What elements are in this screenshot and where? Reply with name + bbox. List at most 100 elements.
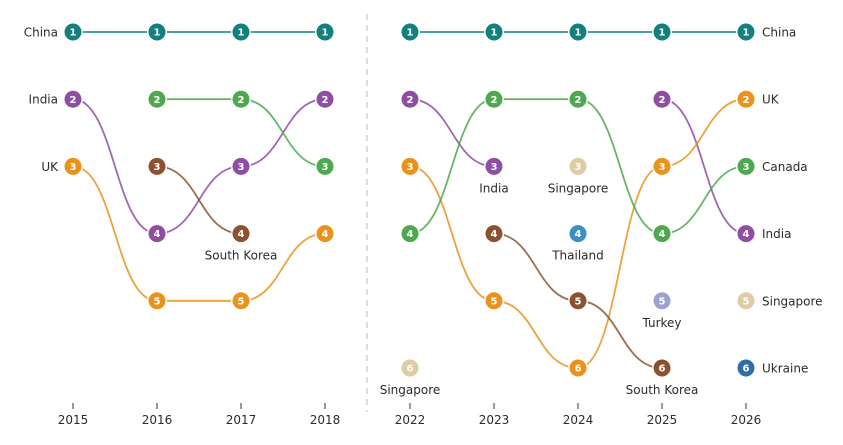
rank-marker-china: 1 — [400, 22, 420, 42]
svg-text:4: 4 — [743, 229, 750, 240]
series-line-uk — [409, 165, 495, 302]
x-tick-label: 2018 — [310, 413, 341, 427]
svg-text:2: 2 — [743, 95, 750, 106]
country-label-china: China — [762, 26, 796, 40]
series-line-canada — [409, 98, 495, 235]
rank-marker-canada: 4 — [400, 223, 420, 244]
x-tick-label: 2017 — [226, 413, 257, 427]
country-label-india: India — [762, 227, 791, 241]
svg-text:6: 6 — [743, 364, 750, 375]
rank-marker-china: 1 — [63, 22, 83, 42]
svg-text:4: 4 — [154, 229, 161, 240]
x-tick-label: 2015 — [58, 413, 89, 427]
svg-text:2: 2 — [238, 95, 245, 106]
svg-text:3: 3 — [743, 162, 750, 173]
svg-text:3: 3 — [659, 162, 666, 173]
rank-marker-turkey: 5 — [652, 290, 672, 311]
rank-marker-china: 1 — [231, 22, 251, 42]
rank-marker-canada: 3 — [736, 156, 756, 177]
country-label-ukraine: Ukraine — [762, 362, 808, 376]
rank-marker-china: 1 — [652, 22, 672, 42]
rank-marker-uk: 5 — [231, 290, 251, 311]
country-label-canada: Canada — [762, 160, 808, 174]
country-label-singapore: Singapore — [762, 294, 823, 308]
country-label-singapore: Singapore — [380, 383, 441, 397]
x-tick-label: 2016 — [142, 413, 173, 427]
rank-marker-canada: 2 — [568, 89, 588, 110]
country-label-singapore: Singapore — [548, 181, 609, 195]
svg-text:2: 2 — [407, 95, 414, 106]
svg-text:2: 2 — [70, 95, 77, 106]
series-line-uk — [661, 98, 747, 168]
svg-text:3: 3 — [491, 162, 498, 173]
svg-text:1: 1 — [659, 28, 666, 39]
series-line-south-korea — [493, 232, 579, 302]
rank-marker-uk: 5 — [484, 290, 504, 311]
svg-text:1: 1 — [491, 28, 498, 39]
country-label-south-korea: South Korea — [205, 249, 278, 263]
rank-marker-canada: 4 — [652, 223, 672, 244]
rank-marker-south-korea: 4 — [231, 223, 251, 244]
rank-marker-uk: 3 — [652, 156, 672, 177]
svg-text:2: 2 — [659, 95, 666, 106]
svg-text:3: 3 — [70, 162, 77, 173]
series-line-canada — [661, 165, 747, 235]
svg-text:1: 1 — [238, 28, 245, 39]
rank-marker-china: 1 — [484, 22, 504, 42]
rank-marker-singapore: 5 — [736, 290, 756, 311]
svg-text:4: 4 — [491, 229, 498, 240]
rank-marker-china: 1 — [147, 22, 167, 42]
series-line-south-korea — [577, 299, 663, 369]
country-label-china: China — [24, 26, 58, 40]
svg-text:4: 4 — [575, 229, 582, 240]
svg-text:1: 1 — [322, 28, 329, 39]
rank-marker-uk: 4 — [315, 223, 335, 244]
rank-marker-canada: 2 — [484, 89, 504, 110]
svg-text:1: 1 — [154, 28, 161, 39]
svg-text:5: 5 — [659, 296, 666, 307]
x-tick-label: 2025 — [647, 413, 678, 427]
svg-text:5: 5 — [575, 296, 582, 307]
svg-text:1: 1 — [575, 28, 582, 39]
series-line-india — [409, 98, 495, 168]
svg-text:1: 1 — [407, 28, 414, 39]
series-line-india — [72, 98, 158, 235]
rank-marker-canada: 2 — [231, 89, 251, 110]
rank-marker-singapore: 3 — [568, 156, 588, 177]
svg-text:4: 4 — [238, 229, 245, 240]
svg-text:3: 3 — [322, 162, 329, 173]
rank-marker-india: 4 — [736, 223, 756, 244]
rank-marker-china: 1 — [568, 22, 588, 42]
rank-marker-uk: 6 — [568, 358, 588, 378]
rank-marker-india: 2 — [63, 89, 83, 110]
svg-text:5: 5 — [238, 296, 245, 307]
rank-marker-south-korea: 5 — [568, 290, 588, 311]
svg-text:4: 4 — [322, 229, 329, 240]
svg-text:3: 3 — [154, 162, 161, 173]
svg-text:3: 3 — [238, 162, 245, 173]
rank-marker-canada: 2 — [147, 89, 167, 110]
country-label-uk: UK — [41, 160, 59, 174]
rank-marker-uk: 5 — [147, 290, 167, 311]
svg-text:4: 4 — [407, 229, 414, 240]
rank-marker-india: 4 — [147, 223, 167, 244]
svg-text:6: 6 — [575, 364, 582, 375]
svg-text:3: 3 — [407, 162, 414, 173]
country-label-uk: UK — [762, 93, 780, 107]
rank-marker-south-korea: 3 — [147, 156, 167, 177]
svg-text:2: 2 — [154, 95, 161, 106]
svg-text:5: 5 — [743, 296, 750, 307]
rank-marker-india: 3 — [484, 156, 504, 177]
svg-text:1: 1 — [70, 28, 77, 39]
series-line-uk — [72, 165, 158, 302]
country-label-turkey: Turkey — [641, 316, 681, 330]
country-label-thailand: Thailand — [551, 249, 604, 263]
rank-marker-india: 2 — [315, 89, 335, 110]
rank-marker-south-korea: 4 — [484, 223, 504, 244]
rank-marker-china: 1 — [736, 22, 756, 42]
rank-marker-uk: 3 — [63, 156, 83, 177]
series-line-uk — [240, 232, 326, 302]
country-label-south-korea: South Korea — [626, 383, 699, 397]
x-tick-label: 2026 — [731, 413, 762, 427]
